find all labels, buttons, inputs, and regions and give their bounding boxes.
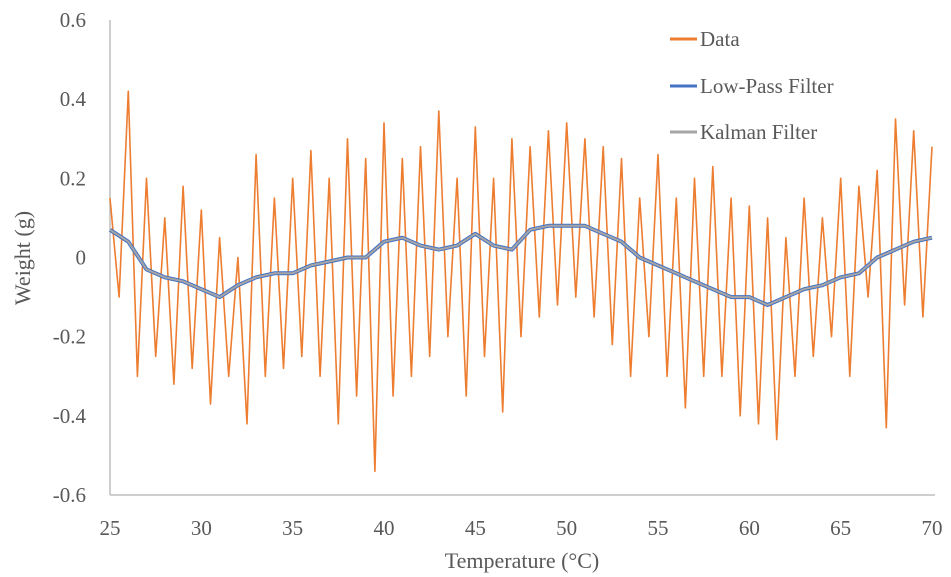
x-tick-label: 70 xyxy=(922,516,943,540)
legend: Data Low-Pass Filter Kalman Filter xyxy=(670,27,834,144)
series-layer xyxy=(108,90,933,473)
legend-label-kalman: Kalman Filter xyxy=(700,120,817,144)
x-tick-label: 40 xyxy=(374,516,395,540)
x-tick-label: 50 xyxy=(556,516,577,540)
legend-label-low-pass: Low-Pass Filter xyxy=(700,74,834,98)
x-tick-label: 30 xyxy=(191,516,212,540)
x-tick-label: 25 xyxy=(100,516,121,540)
x-tick-label: 60 xyxy=(739,516,760,540)
series-line-kalman-filter xyxy=(109,224,933,306)
y-tick-label: -0.2 xyxy=(53,325,86,349)
x-tick-label: 55 xyxy=(648,516,669,540)
y-tick-label: 0.6 xyxy=(60,8,86,32)
y-tick-label: 0.4 xyxy=(60,87,87,111)
series-line-data xyxy=(109,90,933,473)
x-axis-title: Temperature (°C) xyxy=(445,548,599,573)
y-tick-labels: 0.6 0.4 0.2 0 -0.2 -0.4 -0.6 xyxy=(53,8,87,507)
y-axis-title: Weight (g) xyxy=(10,211,35,305)
x-tick-labels: 25 30 35 40 45 50 55 60 65 70 xyxy=(100,516,943,540)
y-tick-label: -0.4 xyxy=(53,404,87,428)
y-tick-label: 0.2 xyxy=(60,166,86,190)
legend-label-data: Data xyxy=(700,27,740,51)
y-tick-label: -0.6 xyxy=(53,483,86,507)
x-tick-label: 45 xyxy=(465,516,486,540)
x-tick-label: 35 xyxy=(282,516,303,540)
y-tick-label: 0 xyxy=(76,246,87,270)
x-tick-label: 65 xyxy=(830,516,851,540)
